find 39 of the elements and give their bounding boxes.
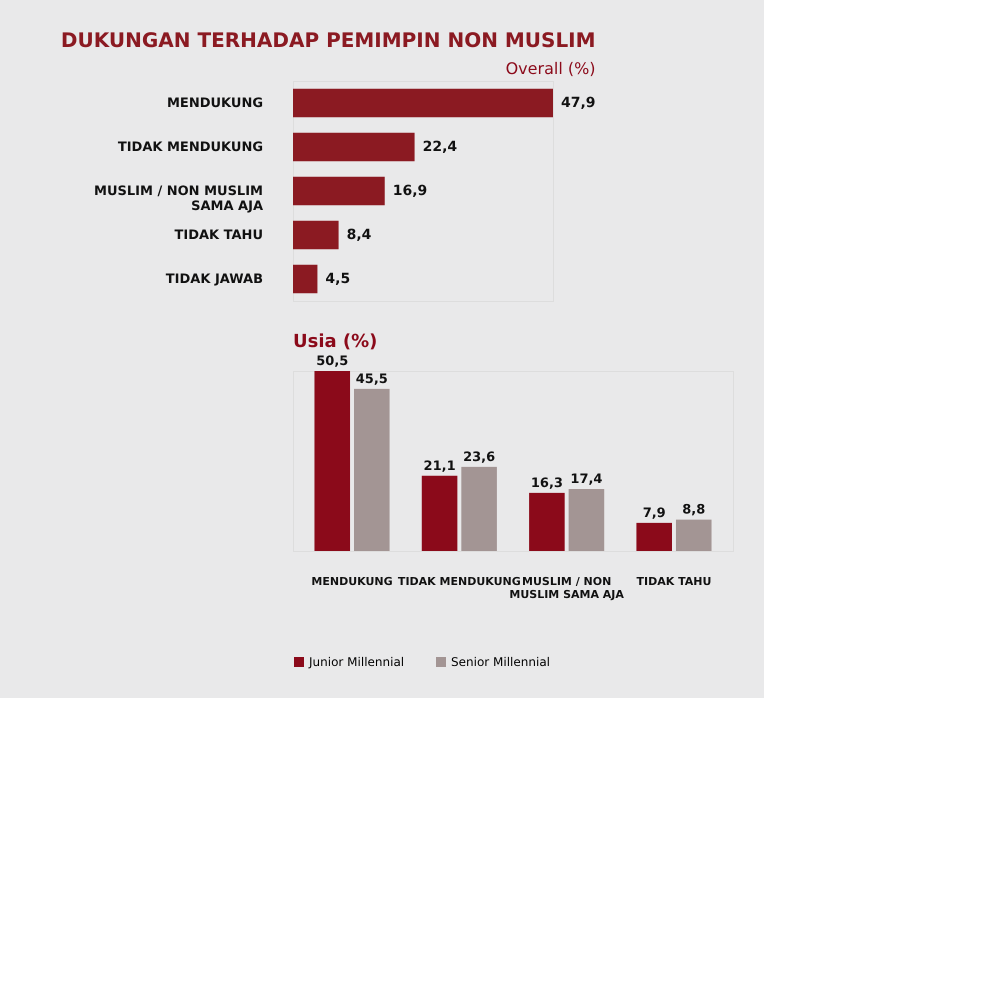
x-tick-label: TIDAK MENDUKUNG — [398, 575, 521, 588]
data-label: 23,6 — [463, 450, 496, 465]
y-tick-label: TIDAK JAWAB — [166, 272, 263, 287]
data-label: 16,9 — [392, 183, 428, 199]
chart-title: Usia (%) — [293, 331, 378, 352]
data-label: 21,1 — [424, 458, 456, 474]
y-tick-label: TIDAK TAHU — [174, 228, 263, 243]
chart-subtitle: Overall (%) — [506, 59, 596, 78]
data-label: 16,3 — [530, 476, 563, 491]
y-tick-label: MENDUKUNG — [167, 96, 263, 111]
bar — [676, 520, 712, 551]
data-label: 45,5 — [356, 372, 388, 387]
bar — [293, 88, 553, 118]
bar — [293, 220, 339, 250]
bar — [293, 176, 385, 206]
bar — [568, 488, 604, 551]
data-label: 7,9 — [642, 506, 666, 521]
data-label: 17,4 — [570, 472, 602, 487]
data-label: 22,4 — [422, 139, 458, 155]
data-label: 8,4 — [346, 227, 372, 243]
bar — [422, 476, 458, 551]
data-label: 47,9 — [561, 95, 596, 111]
legend-label: Senior Millennial — [451, 655, 550, 669]
bar — [354, 388, 390, 551]
y-tick-label: MUSLIM / NON MUSLIM SAMA AJA — [94, 184, 263, 214]
bar — [293, 132, 415, 162]
chart-title: DUKUNGAN TERHADAP PEMIMPIN NON MUSLIM — [60, 28, 596, 52]
data-label: 4,5 — [325, 271, 350, 287]
x-tick-label: MENDUKUNG — [311, 575, 393, 588]
bar — [636, 522, 672, 551]
legend-label: Junior Millennial — [308, 655, 404, 669]
bar — [529, 492, 565, 551]
x-tick-label: TIDAK TAHU — [636, 575, 712, 588]
bar — [314, 371, 350, 551]
y-tick-label: TIDAK MENDUKUNG — [118, 140, 263, 155]
bar — [461, 466, 497, 551]
data-label: 50,5 — [316, 354, 348, 369]
data-label: 8,8 — [682, 502, 706, 518]
bar — [293, 264, 318, 294]
